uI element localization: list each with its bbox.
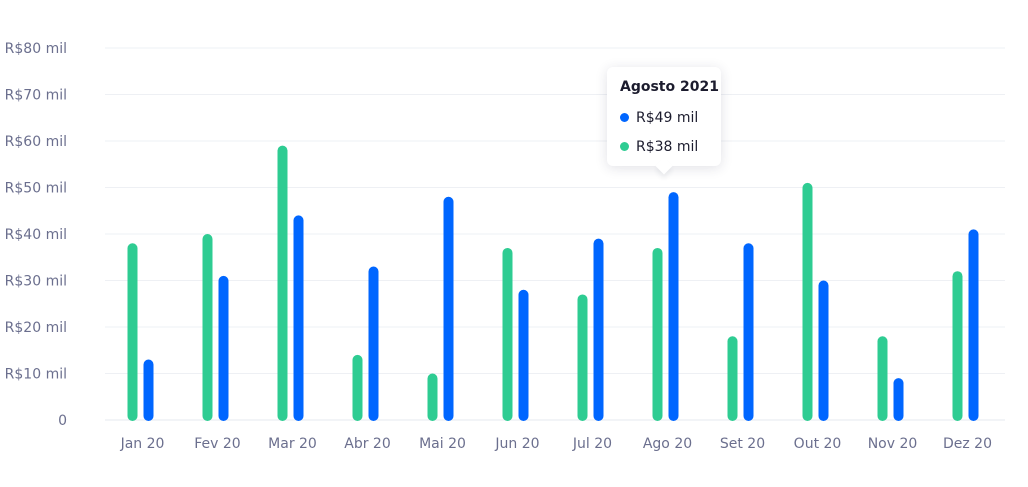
y-tick-label: R$50 mil bbox=[5, 181, 67, 197]
bar[interactable] bbox=[727, 336, 738, 421]
bar[interactable] bbox=[127, 243, 138, 421]
x-tick-label: Mai 20 bbox=[419, 436, 466, 452]
bar[interactable] bbox=[668, 192, 679, 421]
bar[interactable] bbox=[502, 247, 513, 421]
x-tick-label: Out 20 bbox=[794, 436, 842, 452]
bar[interactable] bbox=[218, 275, 229, 421]
y-axis: 0 R$10 mil R$20 mil R$30 mil R$40 mil R$50 mi… bbox=[5, 41, 67, 429]
bar[interactable] bbox=[352, 354, 363, 421]
bar[interactable] bbox=[143, 359, 154, 421]
x-tick-label: Mar 20 bbox=[268, 436, 317, 452]
chart-tooltip: Agosto 2021 R$49 mil R$38 mil bbox=[607, 67, 721, 175]
y-tick-label: R$40 mil bbox=[5, 227, 67, 243]
x-tick-label: Jun 20 bbox=[494, 436, 539, 452]
bar[interactable] bbox=[577, 294, 588, 421]
bar[interactable] bbox=[293, 215, 304, 421]
tooltip-value-blue: R$49 mil bbox=[636, 109, 699, 126]
bar[interactable] bbox=[518, 289, 529, 421]
x-tick-label: Abr 20 bbox=[344, 436, 390, 452]
bar[interactable] bbox=[427, 373, 438, 422]
y-tick-label: R$60 mil bbox=[5, 134, 67, 150]
x-tick-label: Fev 20 bbox=[194, 436, 240, 452]
bar[interactable] bbox=[593, 238, 604, 421]
bar[interactable] bbox=[743, 243, 754, 421]
tooltip-row-green: R$38 mil bbox=[620, 132, 721, 161]
bars bbox=[127, 145, 979, 422]
bar[interactable] bbox=[368, 266, 379, 421]
y-tick-label: R$80 mil bbox=[5, 41, 67, 57]
bar[interactable] bbox=[818, 280, 829, 422]
bar[interactable] bbox=[893, 378, 904, 421]
bar[interactable] bbox=[802, 182, 813, 421]
x-tick-label: Dez 20 bbox=[943, 436, 992, 452]
y-tick-label: R$10 mil bbox=[5, 367, 67, 383]
x-tick-label: Set 20 bbox=[720, 436, 765, 452]
y-tick-label: R$30 mil bbox=[5, 274, 67, 290]
y-tick-label: 0 bbox=[58, 413, 67, 429]
tooltip-dot-green bbox=[620, 142, 629, 151]
tooltip-row-blue: R$49 mil bbox=[620, 103, 721, 132]
x-axis: Jan 20 Fev 20 Mar 20 Abr 20 Mai 20 Jun 20 Jul … bbox=[120, 436, 992, 452]
x-tick-label: Ago 20 bbox=[643, 436, 692, 452]
grid-lines bbox=[105, 47, 1005, 421]
bar[interactable] bbox=[877, 336, 888, 421]
tooltip-value-green: R$38 mil bbox=[636, 138, 699, 155]
bar[interactable] bbox=[202, 234, 213, 421]
x-tick-label: Nov 20 bbox=[868, 436, 918, 452]
bar[interactable] bbox=[652, 247, 663, 421]
x-tick-label: Jul 20 bbox=[572, 436, 612, 452]
y-tick-label: R$20 mil bbox=[5, 320, 67, 336]
bar[interactable] bbox=[443, 196, 454, 421]
tooltip-title: Agosto 2021 bbox=[620, 79, 719, 95]
x-tick-label: Jan 20 bbox=[120, 436, 165, 452]
y-tick-label: R$70 mil bbox=[5, 88, 67, 104]
bar[interactable] bbox=[968, 229, 979, 421]
tooltip-dot-blue bbox=[620, 113, 629, 122]
bar[interactable] bbox=[277, 145, 288, 421]
bar[interactable] bbox=[952, 271, 963, 421]
